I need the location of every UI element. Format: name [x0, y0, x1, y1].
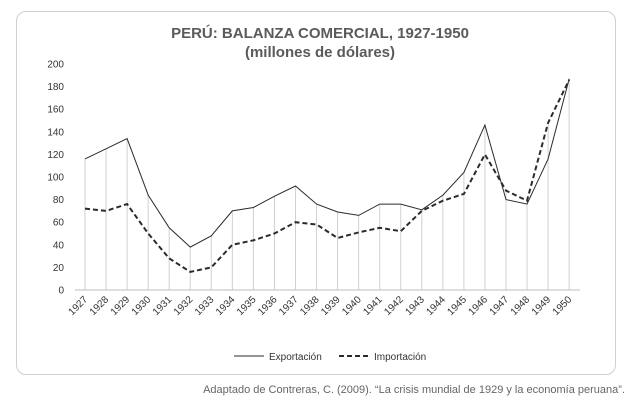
drop-lines [84, 78, 570, 290]
legend: Exportación Importación [234, 352, 426, 363]
x-tick-label: 1941 [361, 294, 385, 318]
x-tick-label: 1929 [109, 294, 133, 318]
y-axis: 0 20 40 60 80 100 120 140 160 180 200 [47, 60, 64, 297]
x-tick-label: 1946 [467, 294, 491, 318]
x-tick-label: 1932 [172, 294, 196, 318]
x-tick-label: 1947 [488, 294, 512, 318]
chart-frame [16, 11, 616, 375]
x-tick-label: 1934 [214, 294, 238, 318]
x-tick-label: 1937 [277, 294, 301, 318]
legend-label-importacion: Importación [374, 352, 426, 363]
x-tick-label: 1948 [509, 294, 533, 318]
x-tick-label: 1950 [551, 294, 575, 318]
x-tick-label: 1942 [382, 294, 406, 318]
y-tick-label: 20 [53, 263, 65, 274]
x-tick-label: 1930 [130, 294, 154, 318]
x-tick-label: 1940 [340, 294, 364, 318]
legend-label-exportacion: Exportación [269, 352, 322, 363]
x-tick-label: 1944 [424, 294, 448, 318]
x-tick-label: 1945 [446, 294, 470, 318]
y-tick-label: 80 [53, 195, 65, 206]
x-tick-label: 1933 [193, 294, 217, 318]
x-tick-label: 1928 [88, 294, 112, 318]
x-tick-label: 1931 [151, 294, 175, 318]
x-tick-label: 1935 [235, 294, 259, 318]
y-tick-label: 180 [47, 82, 64, 93]
y-tick-label: 100 [47, 173, 64, 184]
y-tick-label: 200 [47, 60, 64, 71]
x-tick-label: 1936 [256, 294, 280, 318]
chart-subtitle: (millones de dólares) [245, 44, 395, 61]
y-tick-label: 40 [53, 240, 65, 251]
chart-title: PERÚ: BALANZA COMERCIAL, 1927-1950 [171, 24, 469, 42]
series-line-importacion [84, 79, 571, 273]
series-lines [84, 78, 571, 273]
y-tick-label: 160 [47, 105, 64, 116]
x-tick-label: 1939 [319, 294, 343, 318]
source-note: Adaptado de Contreras, C. (2009). “La cr… [203, 384, 625, 396]
x-tick-label: 1927 [67, 294, 91, 318]
x-axis: 1927192819291930193119321933193419351936… [67, 294, 575, 318]
y-tick-label: 140 [47, 127, 64, 138]
x-tick-label: 1949 [530, 294, 554, 318]
x-tick-label: 1938 [298, 294, 322, 318]
y-tick-label: 60 [53, 218, 65, 229]
x-tick-label: 1943 [403, 294, 427, 318]
series-line-exportacion [84, 78, 570, 248]
y-tick-label: 120 [47, 150, 64, 161]
y-tick-label: 0 [58, 286, 64, 297]
